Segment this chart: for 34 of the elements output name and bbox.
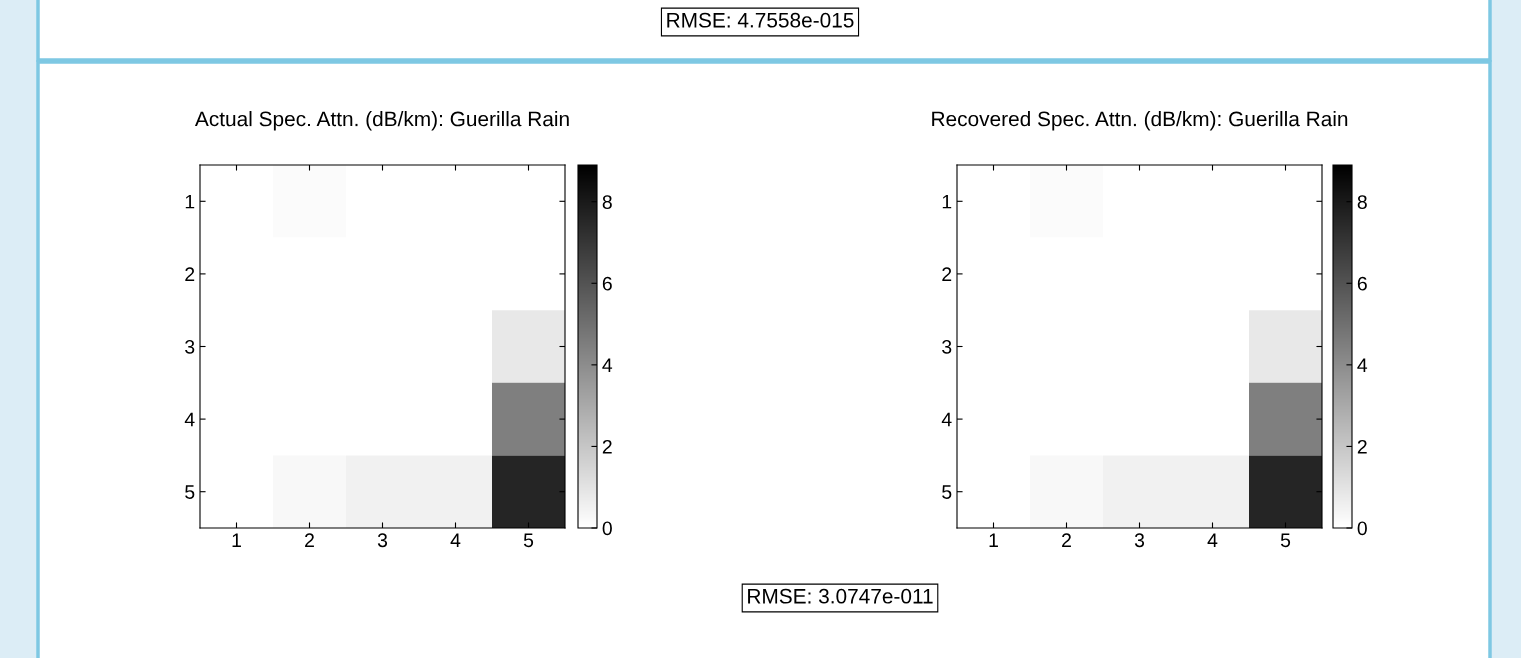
y-tick-label: 1 <box>942 194 952 209</box>
color-bar-label: 6 <box>1357 276 1367 291</box>
y-tick-label: 4 <box>941 412 952 427</box>
color-bar-label: 0 <box>1357 521 1367 536</box>
y-tick-label: 2 <box>185 267 195 281</box>
x-tick-label: 3 <box>377 533 388 548</box>
x-tick-label: 3 <box>1134 533 1145 548</box>
y-tick-label: 3 <box>942 339 952 354</box>
text: RMSE: 4.7558e-015 <box>667 12 854 28</box>
x-tick-label: 4 <box>1207 533 1218 547</box>
color-bar-label: 8 <box>1357 195 1367 209</box>
color-bar-label: 2 <box>1357 439 1367 454</box>
y-tick-label: 3 <box>185 339 195 354</box>
text: RMSE: 3.0747e-011 <box>748 588 933 604</box>
y-tick-label: 1 <box>185 194 195 209</box>
x-tick-label: 5 <box>523 533 534 548</box>
x-tick-label: 1 <box>232 533 241 547</box>
x-tick-label: 4 <box>450 533 461 547</box>
color-bar-label: 4 <box>1357 358 1368 372</box>
x-tick-label: 2 <box>305 533 314 547</box>
y-tick-label: 2 <box>942 267 952 281</box>
color-bar-label: 8 <box>602 195 612 209</box>
chart-title: Actual Spec. Attn. (dB/km): Guerilla Rain <box>194 111 569 131</box>
chart-title: Recovered Spec. Attn. (dB/km): Guerilla Rain <box>932 111 1348 131</box>
y-tick-label: 4 <box>184 412 195 427</box>
color-bar-label: 2 <box>602 439 612 454</box>
x-tick-label: 5 <box>1280 533 1291 548</box>
x-tick-label: 1 <box>989 533 998 547</box>
y-tick-label: 5 <box>185 485 195 499</box>
x-tick-label: 2 <box>1062 533 1071 547</box>
color-bar-label: 0 <box>602 521 612 536</box>
color-bar-label: 4 <box>602 358 613 372</box>
y-tick-label: 5 <box>942 485 952 499</box>
color-bar-label: 6 <box>602 276 612 291</box>
